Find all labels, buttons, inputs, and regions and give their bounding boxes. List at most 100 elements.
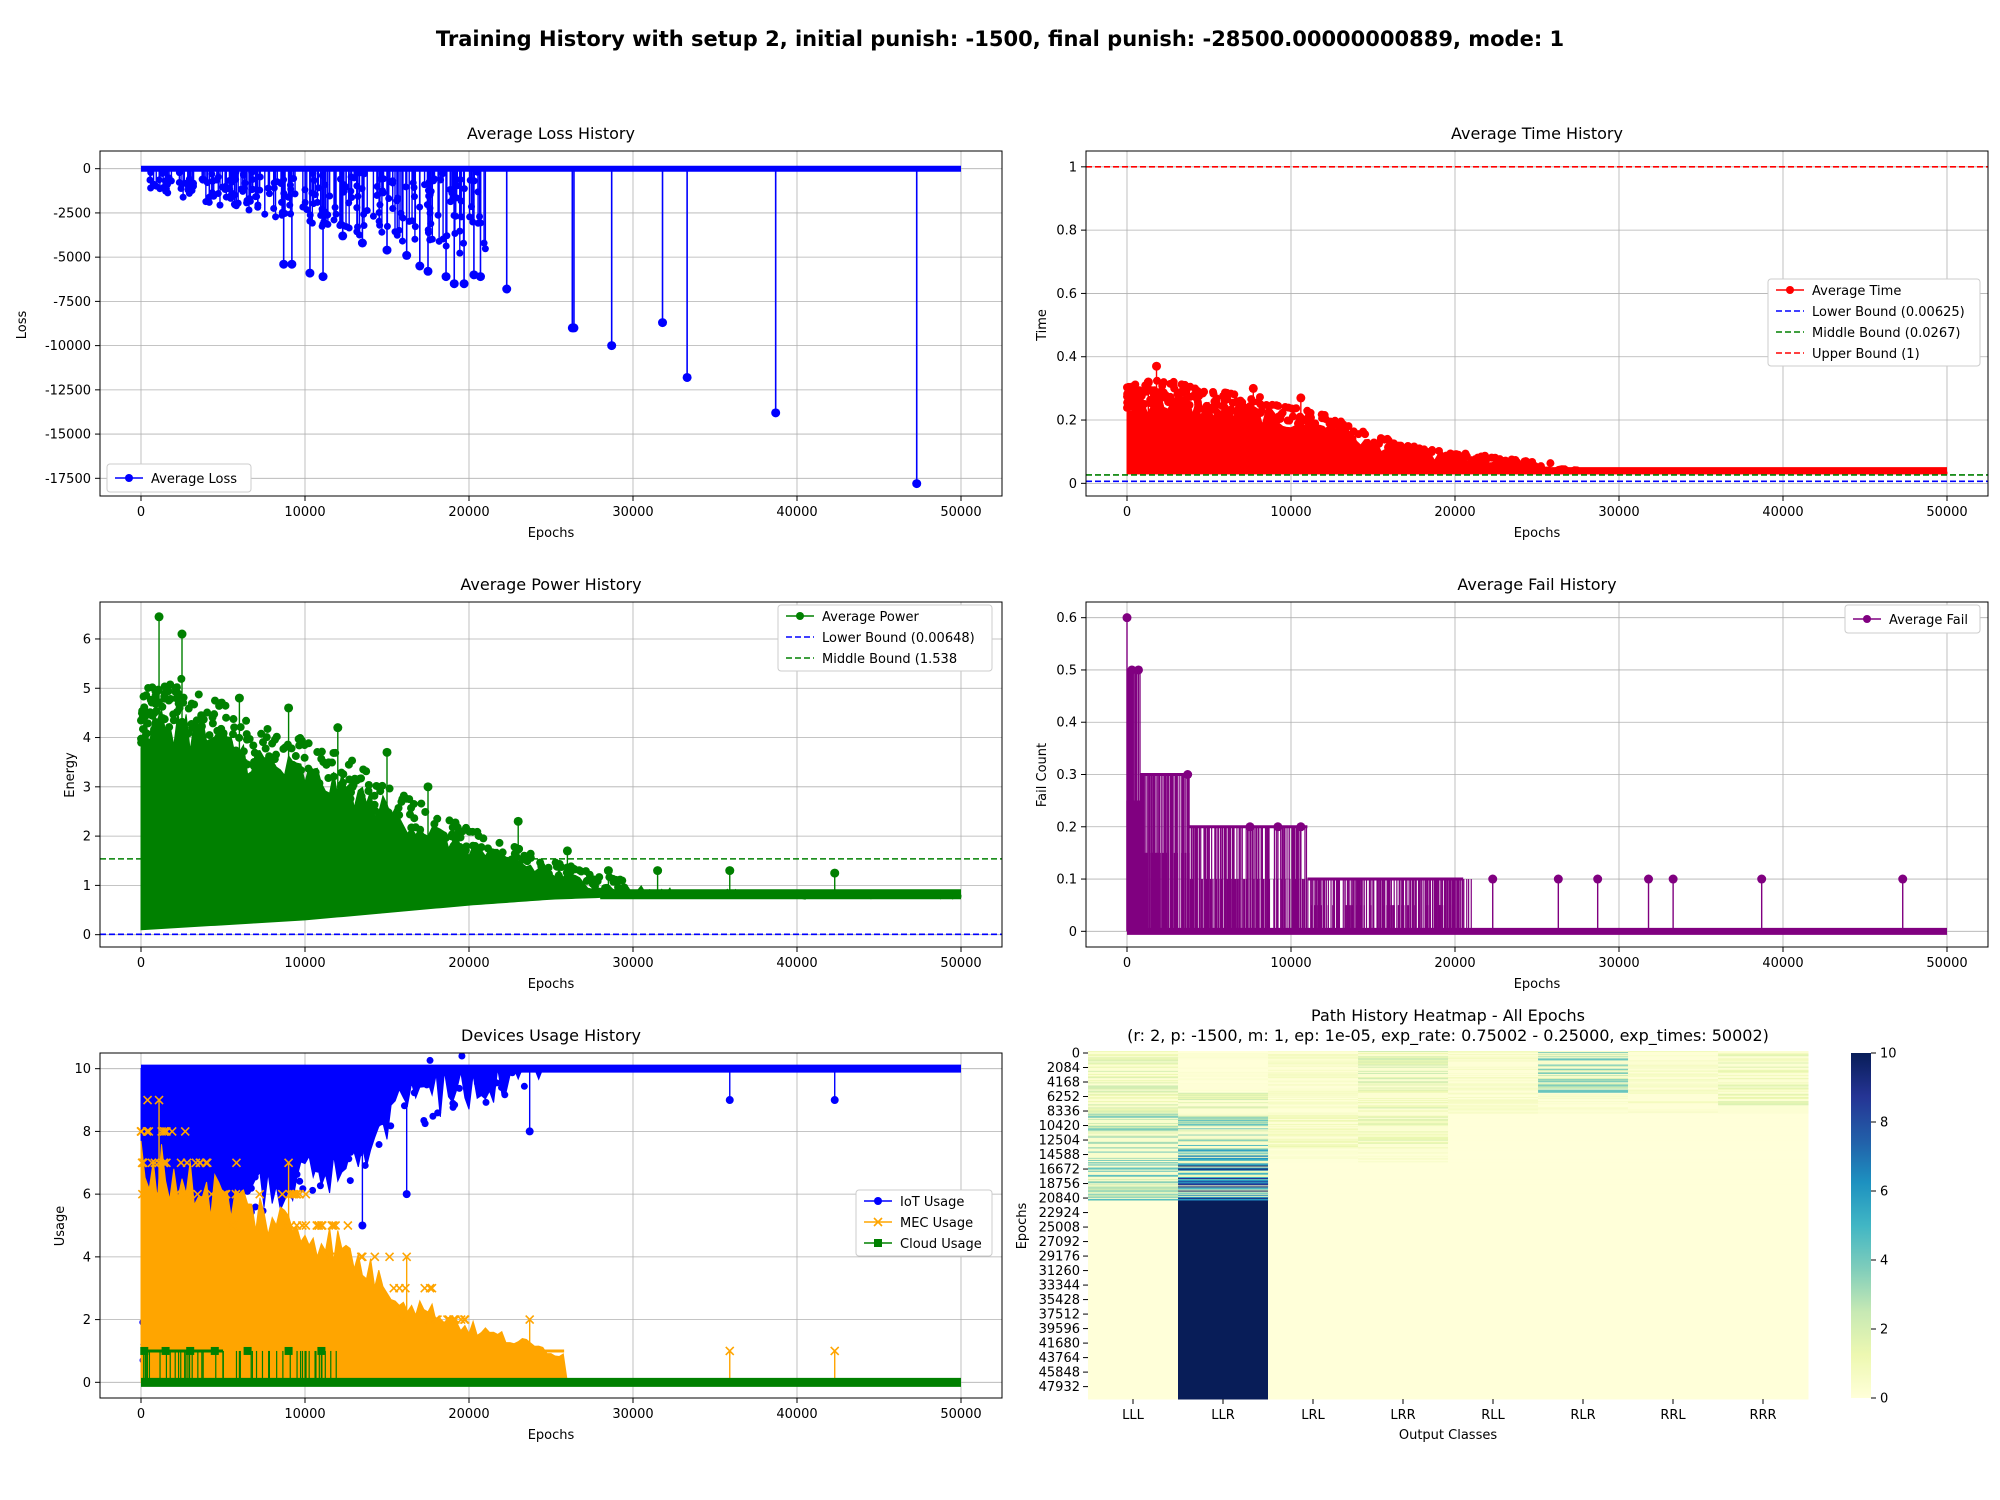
power-peak-7	[513, 816, 523, 826]
time-point-245	[1370, 438, 1379, 447]
loss-point-154	[330, 216, 338, 224]
heatmap-cell-4-4	[1448, 1181, 1539, 1183]
iot-dip-3	[725, 1096, 734, 1105]
heatmap-cell-4-5	[1538, 1178, 1629, 1180]
heatmap-cell-4-4	[1448, 1184, 1539, 1186]
heatmap-cell-4-6	[1628, 1167, 1719, 1170]
heatmap-cell-2-3	[1358, 1133, 1449, 1136]
heatmap-cell-4-4	[1448, 1198, 1539, 1201]
heatmap-cell-4-5	[1538, 1183, 1629, 1185]
heatmap-cell-4-6	[1628, 1162, 1719, 1164]
heatmap-cell-1-0	[1088, 1111, 1179, 1114]
heatmap-cell-4-0	[1088, 1193, 1179, 1196]
iot-point-105	[290, 1147, 298, 1155]
heatmap-cell-4-3	[1358, 1192, 1449, 1195]
power-point-169	[288, 765, 297, 774]
loss-major-point-4	[338, 231, 348, 241]
heatmap-cell-4-4	[1448, 1176, 1539, 1179]
heatmap-cell-4-1	[1178, 1185, 1269, 1187]
heatmap-cell-0-0	[1088, 1060, 1179, 1062]
heatmap-cell-1-3	[1358, 1108, 1449, 1110]
power-point-174	[370, 800, 379, 809]
heatmap-cell-4-4	[1448, 1190, 1539, 1193]
power-point-295	[137, 738, 146, 747]
power-point-296	[451, 818, 460, 827]
heatmap-cell-0-6	[1628, 1062, 1719, 1065]
devices-y-label: Usage	[53, 1206, 68, 1247]
heatmap-cell-0-1	[1178, 1091, 1269, 1094]
power-peak-2	[234, 693, 244, 703]
heatmap-cell-4-0	[1088, 1179, 1179, 1181]
fail-peak-10	[1644, 874, 1654, 884]
heatmap-cell-2-0	[1088, 1132, 1179, 1134]
heatmap-cell-2-7	[1718, 1132, 1809, 1134]
power-point-166	[324, 774, 333, 783]
heatmap-cell-4-0	[1088, 1165, 1179, 1168]
heatmap-cell-4-6	[1628, 1170, 1719, 1173]
loss-ytick-label-1: -2500	[53, 206, 91, 221]
heatmap-cell-0-2	[1268, 1072, 1359, 1075]
heatmap-cell-1-3	[1358, 1095, 1449, 1098]
iot-point-68	[508, 1069, 516, 1077]
heatmap-cell-4-6	[1628, 1191, 1719, 1194]
heatmap-cell-0-6	[1628, 1083, 1719, 1085]
heatmap-cell-1-3	[1358, 1103, 1449, 1105]
power-point-264	[137, 716, 146, 725]
heatmap-cell-4-4	[1448, 1168, 1539, 1171]
heatmap-cell-4-2	[1268, 1178, 1359, 1180]
loss-point-258	[243, 199, 251, 207]
heatmap-xtick-label-5: RLR	[1570, 1408, 1595, 1423]
heatmap-cell-4-4	[1448, 1178, 1539, 1180]
heatmap-cell-4-6	[1628, 1164, 1719, 1166]
heatmap-cell-4-3	[1358, 1175, 1449, 1178]
heatmap-cell-4-4	[1448, 1194, 1539, 1197]
time-peak-0	[1152, 361, 1162, 371]
heatmap-cell-2-6	[1628, 1139, 1719, 1142]
power-peak-0	[154, 612, 164, 622]
heatmap-cell-4-4	[1448, 1164, 1539, 1166]
loss-ytick-label-2: -5000	[53, 251, 91, 266]
heatmap-cell-2-2	[1268, 1134, 1359, 1137]
heatmap-cell-0-2	[1268, 1071, 1359, 1074]
heatmap-cell-2-5	[1538, 1119, 1629, 1122]
heatmap-cell-0-7	[1718, 1082, 1809, 1084]
time-point-52	[1218, 402, 1227, 411]
heatmap-cell-0-7	[1718, 1057, 1809, 1059]
heatmap-cell-2-2	[1268, 1133, 1359, 1136]
power-legend-label-1: Lower Bound (0.00648)	[822, 631, 975, 646]
heatmap-cell-4-1	[1178, 1199, 1269, 1202]
heatmap-cell-0-5	[1538, 1085, 1629, 1087]
heatmap-cell-4-7	[1718, 1167, 1809, 1170]
heatmap-cell-0-6	[1628, 1084, 1719, 1086]
heatmap-cell-0-4	[1448, 1060, 1539, 1062]
heatmap-cell-3-6	[1628, 1160, 1719, 1163]
heatmap-cell-0-0	[1088, 1062, 1179, 1065]
loss-point-178	[311, 191, 319, 199]
power-point-307	[417, 799, 426, 808]
colorbar-tick-label-2: 4	[1880, 1254, 1888, 1269]
heatmap-cell-1-4	[1448, 1094, 1539, 1097]
heatmap-cell-2-1	[1178, 1128, 1269, 1130]
heatmap-cell-2-3	[1358, 1115, 1449, 1118]
heatmap-cell-0-0	[1088, 1081, 1179, 1083]
heatmap-cell-2-3	[1358, 1136, 1449, 1139]
heatmap-cell-4-5	[1538, 1197, 1629, 1200]
loss-point-228	[208, 170, 216, 178]
heatmap-cell-0-2	[1268, 1051, 1359, 1053]
power-point-187	[194, 690, 203, 699]
heatmap-cell-2-7	[1718, 1118, 1809, 1121]
heatmap-cell-2-2	[1268, 1124, 1359, 1126]
heatmap-cell-4-5	[1538, 1171, 1629, 1174]
heatmap-cell-2-0	[1088, 1147, 1179, 1149]
heatmap-cell-1-7	[1718, 1109, 1809, 1112]
time-xtick-label-2: 20000	[1434, 505, 1475, 520]
heatmap-cell-3-0	[1088, 1150, 1179, 1153]
heatmap-cell-4-5	[1538, 1195, 1629, 1198]
mec-area	[140, 1140, 568, 1383]
heatmap-cell-3-1	[1178, 1150, 1269, 1153]
heatmap-cell-2-2	[1268, 1113, 1359, 1116]
heatmap-cell-2-0	[1088, 1114, 1179, 1117]
power-point-83	[388, 815, 397, 824]
iot-point-14	[242, 1170, 250, 1178]
heatmap-cell-0-5	[1538, 1053, 1629, 1055]
